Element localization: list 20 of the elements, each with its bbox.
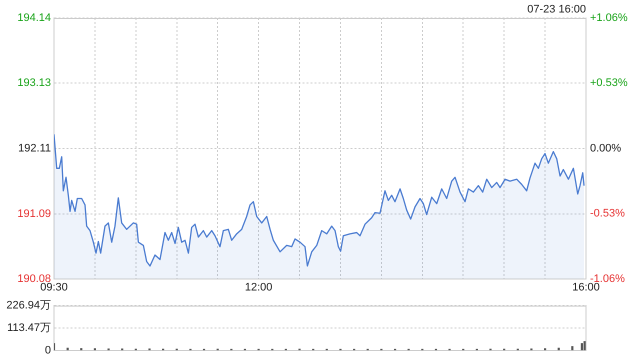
y2-tick-label: +1.06% [590,12,628,24]
y2-tick-label: -0.53% [590,208,626,220]
bar [584,341,586,350]
y-tick-label: 193.13 [17,76,51,89]
bar [580,343,583,350]
x-tick-label: 09:30 [40,281,68,294]
x-tick-label: 12:00 [244,281,272,294]
text: 07-23 16:00 [527,4,586,16]
y-tick-label: 192.11 [18,142,51,154]
y-tick-label: 194.14 [17,12,51,24]
bar [558,348,560,350]
y2-tick-label: +0.53% [590,77,628,90]
y-tick-label: 113.47万 [7,322,51,334]
bar [571,346,574,350]
bar [66,348,69,350]
y-tick-label: 226.94万 [6,300,51,312]
x-tick-label: 16:00 [572,281,600,294]
y2-tick-label: 0.00% [590,142,622,154]
y-tick-label: 191.09 [17,208,51,220]
y-tick-label: 0 [44,344,51,356]
